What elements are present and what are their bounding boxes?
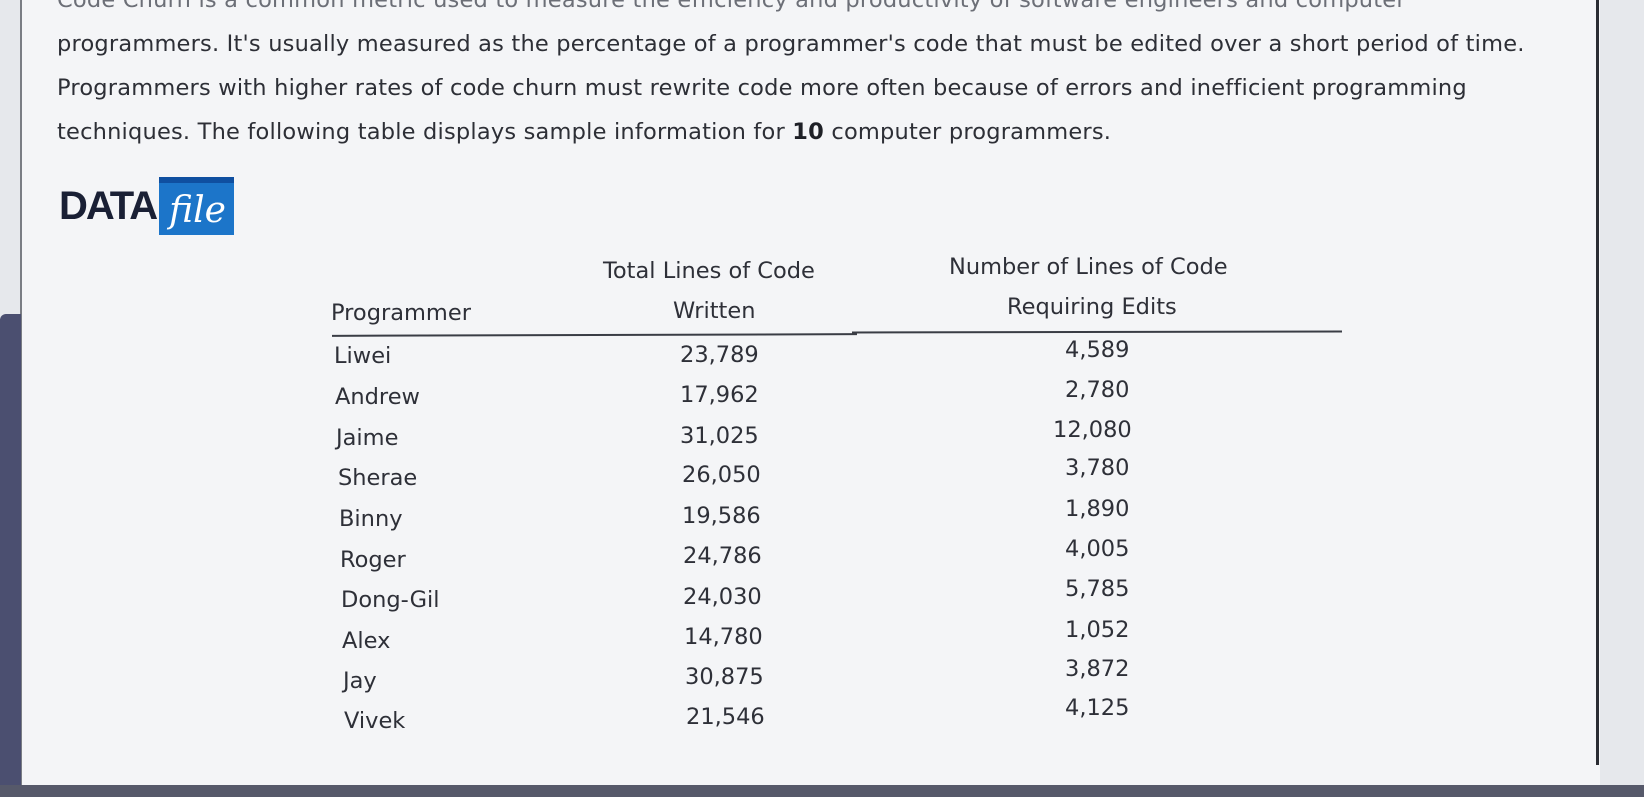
cell-lines-requiring-edits: 12,080 (1053, 417, 1132, 443)
cell-total-lines: 19,586 (682, 503, 761, 529)
intro-line-0: Code Churn is a common metric used to me… (57, 0, 1406, 13)
content-panel: Code Churn is a common metric used to me… (20, 0, 1600, 790)
intro-paragraph: Code Churn is a common metric used to me… (57, 0, 1617, 154)
cell-lines-requiring-edits: 5,785 (1065, 576, 1130, 602)
cell-total-lines: 31,025 (680, 423, 759, 449)
data-file-file-label: file (159, 177, 234, 235)
cell-total-lines: 24,030 (683, 584, 762, 610)
table-row: Andrew 17,962 2,780 (335, 377, 1337, 418)
cell-programmer: Binny (339, 506, 403, 532)
cell-programmer: Jaime (336, 425, 399, 451)
header-rule-left (331, 333, 858, 337)
cell-lines-requiring-edits: 1,890 (1065, 496, 1130, 522)
table-row: Sherae 26,050 3,780 (337, 455, 1337, 499)
table-row: Vivek 21,546 4,125 (337, 695, 1337, 742)
cell-lines-requiring-edits: 2,780 (1065, 377, 1130, 403)
table-row: Liwei 23,789 4,589 (334, 337, 1337, 377)
intro-line-1: programmers. It's usually measured as th… (57, 31, 1525, 57)
cell-total-lines: 26,050 (682, 462, 761, 488)
cell-programmer: Alex (342, 628, 391, 654)
cell-programmer: Dong-Gil (341, 587, 440, 613)
cell-total-lines: 17,962 (680, 382, 759, 408)
vertical-scrollbar-thumb[interactable] (0, 314, 21, 786)
intro-line-3-end: computer programmers. (824, 119, 1112, 145)
cell-total-lines: 23,789 (680, 342, 759, 368)
header-edits-line2: Requiring Edits (1007, 294, 1177, 320)
header-total-line1: Total Lines of Code (603, 258, 815, 284)
header-edits-line1: Number of Lines of Code (949, 254, 1228, 280)
cell-lines-requiring-edits: 4,005 (1065, 536, 1130, 562)
cell-lines-requiring-edits: 4,589 (1065, 337, 1130, 363)
header-rule-right (851, 330, 1343, 334)
cell-lines-requiring-edits: 3,872 (1065, 656, 1130, 682)
cell-lines-requiring-edits: 1,052 (1065, 617, 1130, 643)
cell-total-lines: 24,786 (683, 543, 762, 569)
table-row: Jay 30,875 3,872 (337, 656, 1337, 702)
cell-total-lines: 21,546 (686, 704, 765, 730)
bottom-bar (0, 785, 1644, 797)
cell-programmer: Liwei (334, 343, 392, 369)
programmer-table: Total Lines of Code Number of Lines of C… (331, 254, 1343, 778)
cell-programmer: Roger (340, 547, 406, 573)
cell-programmer: Andrew (335, 384, 420, 410)
cell-programmer: Sherae (338, 465, 418, 491)
cell-lines-requiring-edits: 4,125 (1065, 695, 1130, 721)
table-row: Roger 24,786 4,005 (337, 536, 1337, 581)
cell-total-lines: 14,780 (684, 624, 763, 650)
table-row: Dong-Gil 24,030 5,785 (337, 576, 1337, 621)
header-programmer: Programmer (331, 300, 471, 326)
cell-programmer: Vivek (344, 708, 406, 734)
intro-line-3: techniques. The following table displays… (57, 110, 1617, 154)
data-file-data-label: DATA (59, 183, 158, 228)
right-border (1596, 0, 1599, 765)
table-row: Jaime 31,025 12,080 (336, 417, 1337, 459)
header-total-line2: Written (673, 298, 756, 324)
table-row: Alex 14,780 1,052 (337, 617, 1337, 662)
intro-line-3-start: techniques. The following table displays… (57, 119, 793, 145)
data-file-button[interactable]: DATA file (59, 176, 234, 236)
cell-lines-requiring-edits: 3,780 (1065, 455, 1130, 481)
table-row: Binny 19,586 1,890 (337, 496, 1337, 540)
cell-total-lines: 30,875 (685, 664, 764, 690)
programmer-count: 10 (792, 119, 825, 145)
intro-line-2: Programmers with higher rates of code ch… (57, 75, 1467, 101)
cell-programmer: Jay (343, 668, 377, 694)
